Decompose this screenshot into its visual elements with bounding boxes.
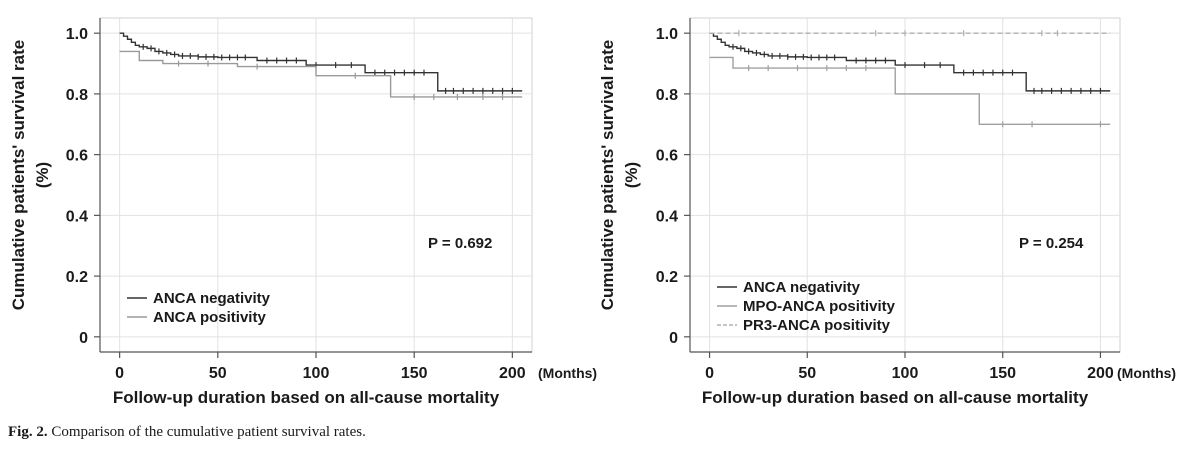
figure: 00.20.40.60.81.00 50 100 150 200 (Months)Foll… [9,17,1176,407]
x-axis-title: Follow-up duration based on all-cause mo… [702,388,1089,407]
y-tick-label: 1.0 [66,26,88,43]
chart-left: 0 0.2 0.4 0.6 0.8 1.0 0 50 100 150 200 (Months) Foll… [9,17,597,407]
legend-label: ANCA positivity [153,309,266,326]
y-tick-label: 0.8 [66,87,88,104]
x-tick-label: 150 [401,365,428,382]
x-tick-label: 50 [209,365,227,382]
series-line-1 [709,56,1111,125]
figure-caption-text: Comparison of the cumulative patient sur… [51,424,366,440]
figure-caption: Fig. 2. Comparison of the cumulative pat… [8,424,366,441]
x-tick-label: 100 [892,365,919,382]
legend-label: ANCA negativity [153,290,271,307]
x-tick-label: 100 [303,365,330,382]
y-tick-label: 0.2 [66,269,88,286]
p-value: P = 0.692 [428,235,492,252]
y-tick-label: 0.2 [656,269,678,286]
x-axis-title: Follow-up duration based on all-cause mo… [113,388,500,407]
y-tick-label: 0 [669,330,678,347]
legend-label: MPO-ANCA positivity [743,298,896,315]
figure-caption-label: Fig. 2. [8,424,48,440]
x-tick-label: 0 [705,365,714,382]
y-tick-label: 0.8 [656,87,678,104]
legend-label: ANCA negativity [743,279,861,296]
series-line-1 [119,50,523,98]
p-value: P = 0.254 [1019,235,1084,252]
y-tick-label: 0.4 [656,208,678,225]
x-tick-label: 200 [499,365,526,382]
x-tick-label: 0 [115,365,124,382]
x-tick-label: 50 [798,365,816,382]
x-unit-label: (Months) [1117,365,1176,381]
y-axis-title: Cumulative patients' survival rate [9,40,28,310]
y-axis-title: Cumulative patients' survival rate [598,40,617,310]
x-tick-label: 150 [989,365,1016,382]
chart-right: 0 0.2 0.4 0.6 0.8 1.0 0 50 100 150 200 (Months) Foll… [598,17,1176,407]
x-tick-label: 200 [1087,365,1114,382]
y-axis-unit: (%) [33,162,52,188]
y-tick-label: 0.6 [66,148,88,165]
x-unit-label: (Months) [538,365,597,381]
y-tick-label: 0.6 [656,148,678,165]
legend-label: PR3-ANCA positivity [743,317,891,334]
y-tick-label: 0.4 [66,208,88,225]
y-tick-label: 0 [79,330,88,347]
y-axis-unit: (%) [622,162,641,188]
y-tick-label: 1.0 [656,26,678,43]
